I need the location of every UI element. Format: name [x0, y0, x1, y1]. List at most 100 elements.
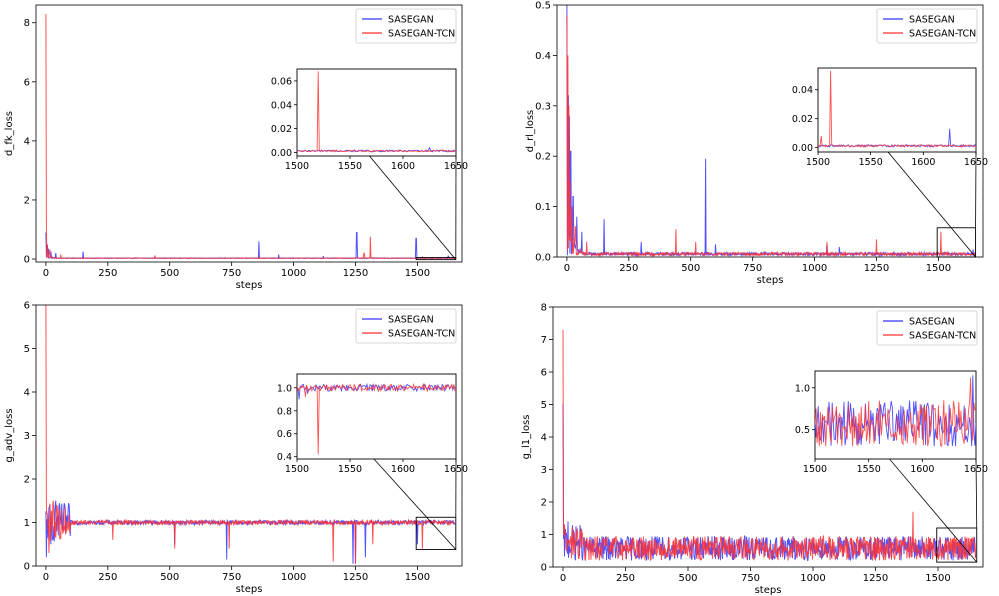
inset-y-tick-label: 0.02 [792, 114, 813, 125]
inset-series-line-sasegan-tcn [297, 71, 456, 153]
x-tick-label: 0 [564, 263, 570, 274]
zoom-region-box [415, 257, 457, 261]
inset-series-group [297, 382, 456, 455]
inset-y-tick-label: 1.0 [795, 383, 810, 394]
inset-x-tick-label: 1650 [444, 464, 468, 475]
series-line-sasegan-tcn [566, 15, 977, 257]
x-tick-label: 750 [222, 572, 241, 583]
zoom-connector-line [975, 458, 978, 529]
series-line-sasegan-tcn [45, 13, 455, 260]
series-line-sasegan [562, 404, 976, 562]
legend-label-sasegan-tcn: SASEGAN-TCN [909, 331, 976, 342]
panel-g-l1-loss: 0 250 500 750 1000 1250 1500 0 1 2 3 4 5 6 7 8 g_l1_los… [521, 303, 988, 596]
legend: SASEGAN SASEGAN-TCN [876, 310, 978, 346]
axes-frame [35, 4, 463, 263]
zoom-inset: 1500 1550 1600 1650 0.00 0.02 0.04 [792, 67, 988, 258]
y-tick-label: 4 [24, 388, 30, 399]
legend: SASEGAN SASEGAN-TCN [355, 8, 457, 44]
legend-box [876, 310, 978, 346]
y-tick-label: 3 [24, 431, 30, 442]
inset-x-tick-label: 1550 [338, 161, 362, 172]
y-tick-label: 0.5 [535, 1, 551, 12]
x-tick-label: 750 [741, 573, 760, 584]
x-tick-label: 250 [616, 573, 635, 584]
inset-series-line-sasegan-tcn [818, 70, 976, 148]
inset-y-tick-label: 0.04 [271, 100, 292, 111]
x-axis-label: steps [236, 584, 263, 595]
y-tick-label: 1 [24, 518, 30, 529]
zoom-inset: 1500 1550 1600 1650 0.5 1.0 [795, 370, 988, 563]
inset-y-tick-label: 0.8 [277, 406, 292, 417]
x-tick-label: 1250 [864, 263, 889, 274]
panel-g-adv-loss: 0 250 500 750 1000 1250 1500 0 1 2 3 4 5 6 g_adv_loss… [4, 301, 468, 596]
y-tick-label: 6 [24, 301, 30, 312]
x-tick-label: 1500 [926, 263, 951, 274]
x-tick-label: 1500 [405, 268, 430, 279]
y-tick-label: 2 [541, 498, 547, 509]
y-tick-label: 4 [541, 433, 547, 444]
series-group [566, 5, 977, 257]
inset-frame [296, 68, 457, 157]
x-axis-label: steps [236, 280, 263, 291]
x-tick-label: 1000 [281, 572, 306, 583]
y-axis-label: d_rl_loss [525, 110, 536, 153]
inset-x-tick-label: 1600 [911, 157, 935, 168]
series-group [562, 329, 976, 562]
legend-box [355, 8, 457, 44]
x-tick-label: 250 [98, 268, 117, 279]
y-tick-label: 8 [541, 303, 547, 314]
zoom-region-box [936, 527, 978, 563]
series-group [45, 305, 456, 564]
inset-y-tick-label: 0.02 [271, 124, 292, 135]
plot-area: 0 250 500 750 1000 1250 1500 0 2 4 6 8 [24, 4, 463, 279]
legend-label-sasegan-tcn: SASEGAN-TCN [388, 329, 455, 340]
inset-frame [817, 67, 977, 153]
x-tick-label: 1250 [343, 268, 368, 279]
legend-label-sasegan: SASEGAN [909, 317, 955, 328]
x-tick-label: 250 [619, 263, 638, 274]
series-line-sasegan-tcn [562, 329, 976, 562]
legend-box [355, 308, 457, 344]
x-tick-label: 1000 [800, 573, 825, 584]
panel-d-rl-loss: 0 250 500 750 1000 1250 1500 0.0 0.1 0.2 0.3 0.4 0.5… [525, 1, 988, 287]
y-tick-label: 0.2 [535, 152, 551, 163]
y-axis-label: g_adv_loss [4, 408, 15, 462]
zoom-inset: 1500 1550 1600 1650 0.4 0.6 0.8 1.0 [277, 373, 468, 550]
y-tick-label: 7 [541, 335, 547, 346]
y-tick-label: 3 [541, 465, 547, 476]
inset-series-line-sasegan [815, 375, 976, 447]
zoom-inset: 1500 1550 1600 1650 0.00 0.02 0.04 0.06 [271, 68, 468, 260]
panel-d-fk-loss: 0 250 500 750 1000 1250 1500 0 2 4 6 8 d_fk_loss st… [4, 4, 468, 291]
inset-series-group [297, 71, 456, 153]
inset-x-tick-label: 1600 [910, 464, 934, 475]
y-tick-label: 6 [541, 368, 547, 379]
series-line-sasegan [45, 500, 456, 564]
x-tick-label: 1000 [281, 268, 306, 279]
inset-y-tick-label: 1.0 [277, 383, 292, 394]
inset-x-tick-label: 1600 [391, 464, 415, 475]
y-tick-label: 0 [24, 562, 30, 573]
y-tick-label: 5 [24, 344, 30, 355]
legend-label-sasegan: SASEGAN [909, 15, 955, 26]
legend-label-sasegan-tcn: SASEGAN-TCN [909, 29, 976, 40]
y-tick-label: 1 [541, 530, 547, 541]
plot-area: 0 250 500 750 1000 1250 1500 0 1 2 3 4 5 6 7 8 [541, 303, 984, 584]
x-tick-label: 250 [98, 572, 117, 583]
x-tick-label: 1000 [802, 263, 827, 274]
y-tick-label: 6 [24, 77, 30, 88]
inset-x-tick-label: 1650 [964, 464, 988, 475]
inset-y-tick-label: 0.00 [271, 148, 292, 159]
y-tick-label: 0.4 [535, 51, 551, 62]
series-group [45, 13, 455, 260]
inset-x-tick-label: 1500 [285, 464, 309, 475]
y-tick-label: 2 [24, 195, 30, 206]
y-tick-label: 5 [541, 400, 547, 411]
y-tick-label: 0.0 [535, 253, 551, 264]
legend-label-sasegan: SASEGAN [388, 15, 434, 26]
x-tick-label: 0 [43, 572, 49, 583]
x-axis-label: steps [755, 585, 782, 596]
zoom-region-box [415, 516, 457, 550]
x-tick-label: 750 [743, 263, 762, 274]
y-tick-label: 8 [24, 18, 30, 29]
x-tick-label: 1500 [925, 573, 950, 584]
